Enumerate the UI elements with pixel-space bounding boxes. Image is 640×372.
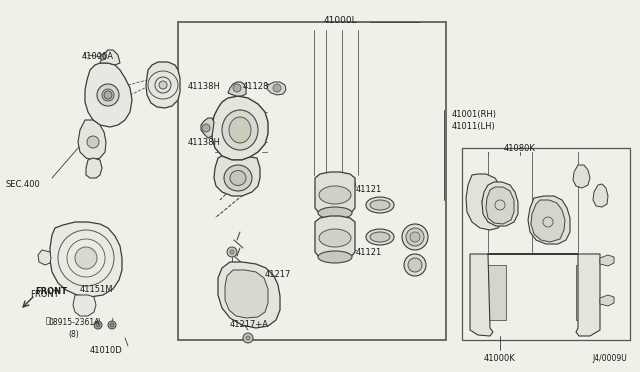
Text: 41000A: 41000A <box>82 52 114 61</box>
Polygon shape <box>201 118 214 138</box>
Polygon shape <box>85 63 132 127</box>
Circle shape <box>233 84 241 92</box>
Circle shape <box>227 247 237 257</box>
Bar <box>576 265 594 320</box>
Ellipse shape <box>410 232 420 242</box>
Circle shape <box>94 321 102 329</box>
Ellipse shape <box>230 170 246 186</box>
Bar <box>488 265 506 320</box>
Ellipse shape <box>318 207 352 219</box>
Text: Ⓣ: Ⓣ <box>46 316 51 325</box>
Circle shape <box>273 84 281 92</box>
Bar <box>178 22 446 340</box>
Polygon shape <box>470 254 600 336</box>
Text: 41000L: 41000L <box>323 16 357 25</box>
Text: FRONT: FRONT <box>30 290 59 299</box>
Text: 41121: 41121 <box>356 185 382 194</box>
Ellipse shape <box>366 229 394 245</box>
Ellipse shape <box>102 89 114 101</box>
Text: 41010D: 41010D <box>90 346 123 355</box>
Polygon shape <box>212 96 268 160</box>
Ellipse shape <box>402 224 428 250</box>
Bar <box>232 278 256 290</box>
Polygon shape <box>573 165 590 188</box>
Text: 41138H: 41138H <box>188 82 221 91</box>
Ellipse shape <box>319 186 351 204</box>
Polygon shape <box>38 250 51 265</box>
Circle shape <box>108 321 116 329</box>
Bar <box>250 302 268 312</box>
Polygon shape <box>600 295 614 306</box>
Text: (8): (8) <box>68 330 79 339</box>
Polygon shape <box>100 50 120 65</box>
Text: 41217: 41217 <box>265 270 291 279</box>
Polygon shape <box>482 182 518 226</box>
Polygon shape <box>214 156 260 196</box>
Ellipse shape <box>366 197 394 213</box>
Polygon shape <box>315 216 355 261</box>
Text: J4/0009U: J4/0009U <box>593 354 627 363</box>
Polygon shape <box>225 270 268 318</box>
Ellipse shape <box>224 165 252 191</box>
Ellipse shape <box>370 200 390 210</box>
Polygon shape <box>531 200 565 242</box>
Text: 41001(RH): 41001(RH) <box>452 110 497 119</box>
Text: 41151M: 41151M <box>80 285 113 294</box>
Ellipse shape <box>406 228 424 246</box>
Text: FRONT: FRONT <box>35 287 67 296</box>
Text: 41138H: 41138H <box>188 138 221 147</box>
Polygon shape <box>78 120 106 160</box>
Text: 41011(LH): 41011(LH) <box>452 122 496 131</box>
Text: 41217+A: 41217+A <box>230 320 269 329</box>
Text: 41080K: 41080K <box>504 144 536 153</box>
Text: SEC.400: SEC.400 <box>5 180 40 189</box>
Polygon shape <box>146 62 180 108</box>
Ellipse shape <box>97 84 119 106</box>
Circle shape <box>96 323 100 327</box>
Polygon shape <box>466 174 506 230</box>
Ellipse shape <box>75 247 97 269</box>
Circle shape <box>100 54 106 60</box>
Ellipse shape <box>408 258 422 272</box>
Circle shape <box>87 136 99 148</box>
Polygon shape <box>73 295 96 316</box>
Circle shape <box>230 250 234 254</box>
Ellipse shape <box>404 254 426 276</box>
Text: 41121: 41121 <box>356 248 382 257</box>
Polygon shape <box>267 82 286 95</box>
Ellipse shape <box>319 229 351 247</box>
Circle shape <box>243 333 253 343</box>
Polygon shape <box>86 158 102 178</box>
Ellipse shape <box>229 117 251 143</box>
Circle shape <box>104 91 112 99</box>
Ellipse shape <box>222 110 258 150</box>
Bar <box>462 148 630 340</box>
Polygon shape <box>528 196 570 244</box>
Polygon shape <box>315 172 355 217</box>
Polygon shape <box>593 184 608 207</box>
Circle shape <box>202 124 210 132</box>
Circle shape <box>246 336 250 340</box>
Circle shape <box>110 323 114 327</box>
Ellipse shape <box>370 232 390 242</box>
Ellipse shape <box>159 81 167 89</box>
Polygon shape <box>486 187 514 224</box>
Text: 41128: 41128 <box>243 82 269 91</box>
Polygon shape <box>228 82 246 96</box>
Polygon shape <box>218 262 280 328</box>
Polygon shape <box>600 255 614 266</box>
Text: 08915-2361A: 08915-2361A <box>48 318 99 327</box>
Text: 41000K: 41000K <box>484 354 516 363</box>
Ellipse shape <box>318 251 352 263</box>
Polygon shape <box>50 222 122 297</box>
